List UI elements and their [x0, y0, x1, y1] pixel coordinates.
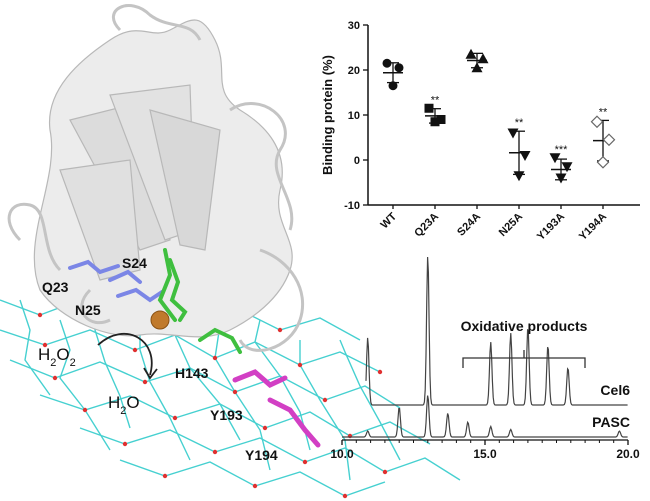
cellulose-oxygen-atoms: [37, 312, 388, 499]
chromatogram-axes: 10.0 15.0 20.0: [330, 439, 640, 461]
category-group-wt: [382, 58, 404, 91]
x-tick-label: 15.0: [473, 447, 497, 461]
residue-h1-sticks: [157, 248, 177, 322]
residue-y-sticks: [168, 258, 188, 322]
residue-label-q23: Q23: [42, 279, 69, 295]
significance-marker: **: [599, 106, 608, 118]
x-tick-label: WT: [379, 210, 400, 231]
x-tick-label: 10.0: [330, 447, 354, 461]
trace-cel6: [365, 256, 628, 406]
category-group-y193a: ***: [549, 144, 573, 184]
series-label-cel6: Cel6: [600, 382, 630, 398]
data-point: [555, 173, 567, 184]
residue-label-s24: S24: [122, 255, 147, 271]
data-point: [596, 155, 610, 169]
y-tick-label: 10: [348, 110, 360, 122]
significance-marker: ***: [555, 144, 569, 156]
data-point: [436, 115, 446, 124]
data-point: [602, 133, 616, 147]
protein-loops: [7, 4, 305, 352]
category-group-n25a: **: [507, 117, 531, 182]
residue-s24-sticks: [108, 269, 142, 284]
significance-marker: **: [515, 117, 524, 129]
scatter-y-axis-label: Binding protein (%): [320, 55, 335, 175]
reaction-arrow: [97, 333, 153, 376]
x-tick-label: S24A: [455, 211, 483, 239]
trace-pasc: [342, 395, 628, 438]
scatter-points: *********: [382, 48, 616, 184]
oxidative-products-annotation: Oxidative products: [461, 318, 588, 334]
data-point: [382, 58, 392, 68]
data-point: [549, 153, 561, 164]
scatter-axes: 30 20 10 0 -10 WT Q23A S24A N25A Y193A Y194A: [344, 20, 640, 243]
data-point: [561, 162, 573, 173]
data-point: [471, 62, 483, 73]
y-tick-label: 30: [348, 20, 360, 32]
annotation-bracket: [462, 350, 586, 368]
data-point: [477, 53, 489, 64]
x-tick-label: Y194A: [577, 211, 609, 243]
data-point: [519, 151, 531, 161]
residue-y193-sticks: [232, 369, 288, 388]
x-tick-label: N25A: [497, 211, 525, 239]
category-group-s24a: [465, 48, 489, 73]
y-tick-label: 0: [354, 155, 360, 167]
category-group-y194a: **: [590, 106, 616, 169]
data-point: [507, 128, 519, 139]
data-point: [430, 117, 440, 127]
data-point: [388, 81, 398, 91]
y-tick-label: 20: [348, 65, 360, 77]
series-label-pasc: PASC: [592, 414, 630, 430]
data-point: [513, 171, 525, 182]
residue-h143-sticks: [198, 327, 242, 354]
significance-marker: **: [431, 94, 440, 106]
reaction-reactant-label: H2O2: [38, 345, 76, 369]
data-point: [465, 48, 477, 59]
x-tick-label: 20.0: [616, 447, 640, 461]
reaction-product-label: H2O: [108, 393, 140, 417]
data-point: [394, 63, 404, 73]
category-group-q23a: **: [424, 94, 446, 127]
residue-label-h143: H143: [175, 365, 209, 381]
residue-label-y194: Y194: [245, 447, 278, 463]
x-tick-label: Y193A: [535, 211, 567, 243]
protein-structure-illustration: Q23 S24 N25 H143 Y193 Y194 H2O2 H2O: [0, 4, 461, 499]
data-point: [424, 103, 434, 113]
reaction-arrowhead: [143, 367, 158, 380]
residue-label-n25: N25: [75, 302, 101, 318]
residue-y194-sticks: [267, 397, 321, 448]
residue-n25-sticks: [116, 287, 164, 303]
copper-ion: [150, 310, 170, 330]
chromatogram-chart: Cel6 PASC 10.0 15.0 20.0 Oxidative products: [330, 256, 640, 461]
protein-ribbon: [33, 19, 293, 338]
x-tick-label: Q23A: [412, 211, 441, 240]
y-tick-label: -10: [344, 200, 360, 212]
residue-q23-sticks: [68, 259, 120, 275]
chromatogram-traces: Cel6 PASC: [342, 256, 630, 438]
residue-label-y193: Y193: [210, 407, 243, 423]
data-point: [590, 115, 604, 129]
